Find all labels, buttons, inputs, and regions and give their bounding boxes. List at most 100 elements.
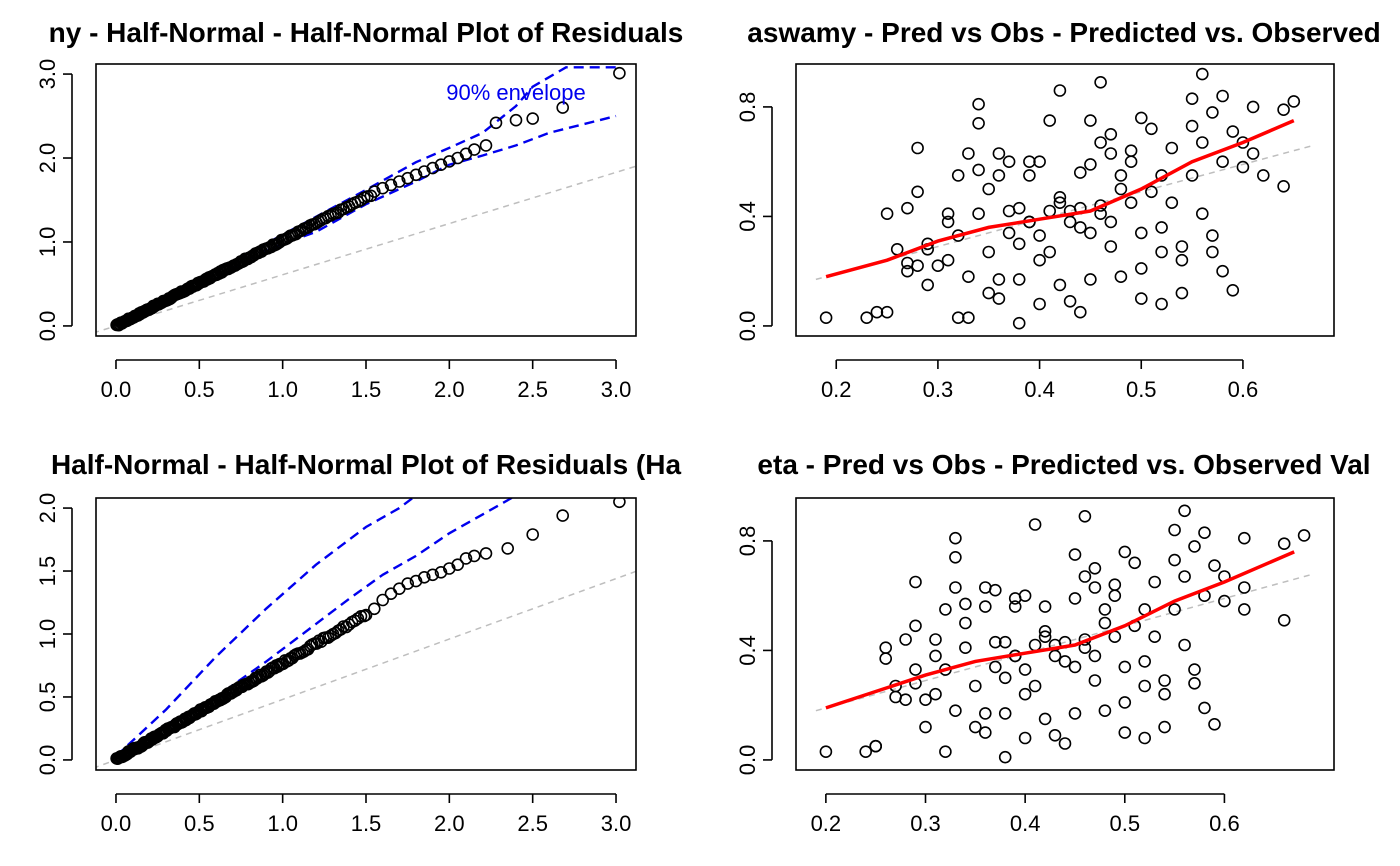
reference-line [96,570,636,768]
data-point [351,612,365,625]
data-point [992,169,1006,182]
data-point [1198,701,1211,715]
data-point [931,259,945,273]
y-tick-label: 0.0 [35,311,60,342]
data-point [451,558,465,572]
data-point [417,570,431,584]
data-point [1104,128,1118,141]
data-point [359,608,373,622]
x-tick-label: 0.2 [811,811,842,836]
x-tick-label: 0.3 [923,377,954,402]
data-point [1053,196,1067,209]
data-point [1043,114,1056,127]
data-point [1068,660,1082,674]
data-point [1043,245,1056,259]
data-point [1124,155,1138,168]
data-point [988,660,1002,674]
data-point [1178,504,1191,518]
data-point [951,169,965,182]
panel-title: ny - Half-Normal - Half-Normal Plot of R… [49,17,684,48]
plot-marks [96,66,636,333]
data-point [1104,240,1118,253]
data-point [1236,160,1250,174]
data-point [376,181,390,195]
data-point [949,581,962,594]
data-point [1074,305,1087,319]
data-point [1155,245,1168,259]
data-point [909,619,922,633]
data-point [941,207,955,220]
data-point [364,189,378,203]
data-point [1138,655,1151,668]
x-tick-label: 0.5 [1126,377,1157,402]
data-point [959,597,972,611]
data-point [1068,592,1082,605]
data-point [939,603,952,616]
data-point [1218,594,1231,608]
data-point [1068,548,1082,561]
data-point [613,66,626,80]
x-tick-label: 2.5 [517,377,548,402]
data-point [1088,581,1102,594]
data-point [1175,240,1189,253]
data-point [479,547,493,560]
data-point [1158,674,1171,687]
data-point [1028,518,1042,531]
x-tick-label: 0.5 [184,811,215,836]
data-point [556,509,570,522]
data-point [1145,122,1158,136]
data-point [401,171,415,185]
data-point [1198,526,1211,540]
data-point [1216,155,1229,168]
plot-axes: 0.2 0.3 0.4 0.5 0.6 0.0 0.4 0.8 [735,497,1335,836]
data-point [1098,603,1112,616]
data-point [467,143,481,156]
data-point [426,161,440,175]
x-tick-label: 0.2 [821,377,852,402]
plot-region [96,498,636,768]
data-point [442,155,456,168]
data-point [992,147,1006,160]
plot-frame [95,497,637,771]
envelope-upper [115,498,415,758]
plot-axes: 0.2 0.3 0.4 0.5 0.6 0.0 0.4 0.8 [735,63,1335,402]
data-point [1238,531,1251,545]
data-point [1226,125,1240,138]
plot-region [815,504,1315,764]
data-point [1018,663,1032,676]
data-point [1002,226,1016,240]
data-point [1114,169,1128,182]
data-point [426,568,440,582]
data-point [1088,649,1102,663]
data-point [1033,155,1046,168]
data-point [1277,613,1291,627]
data-point [962,311,975,325]
data-point [1165,196,1179,209]
data-point [982,245,996,259]
reference-line [815,573,1315,712]
panel-title: aswamy - Pred vs Obs - Predicted vs. Obs… [747,17,1380,48]
x-tick-label: 0.4 [1010,811,1041,836]
data-point [929,633,942,646]
smooth-line [825,550,1295,710]
y-tick-label: 0.4 [735,635,760,666]
data-point [1068,707,1082,720]
panel-predobs-top: aswamy - Pred vs Obs - Predicted vs. Obs… [735,17,1381,402]
data-point [1012,237,1026,251]
data-point [1104,215,1118,229]
data-point [1038,624,1052,638]
data-point [1053,84,1067,97]
data-point [921,278,935,292]
data-point [1094,136,1107,149]
data-point [1148,630,1161,644]
data-point [901,256,914,270]
data-point [467,549,481,563]
x-tick-label: 1.0 [267,377,298,402]
data-point [1297,529,1311,542]
plot-axes: 0.0 0.5 1.0 1.5 2.0 2.5 3.0 0.0 1.0 2.0 3.0 [35,59,637,402]
data-point [1277,537,1291,551]
plot-frame [95,63,637,337]
data-point [556,101,570,114]
data-point [1158,687,1171,701]
